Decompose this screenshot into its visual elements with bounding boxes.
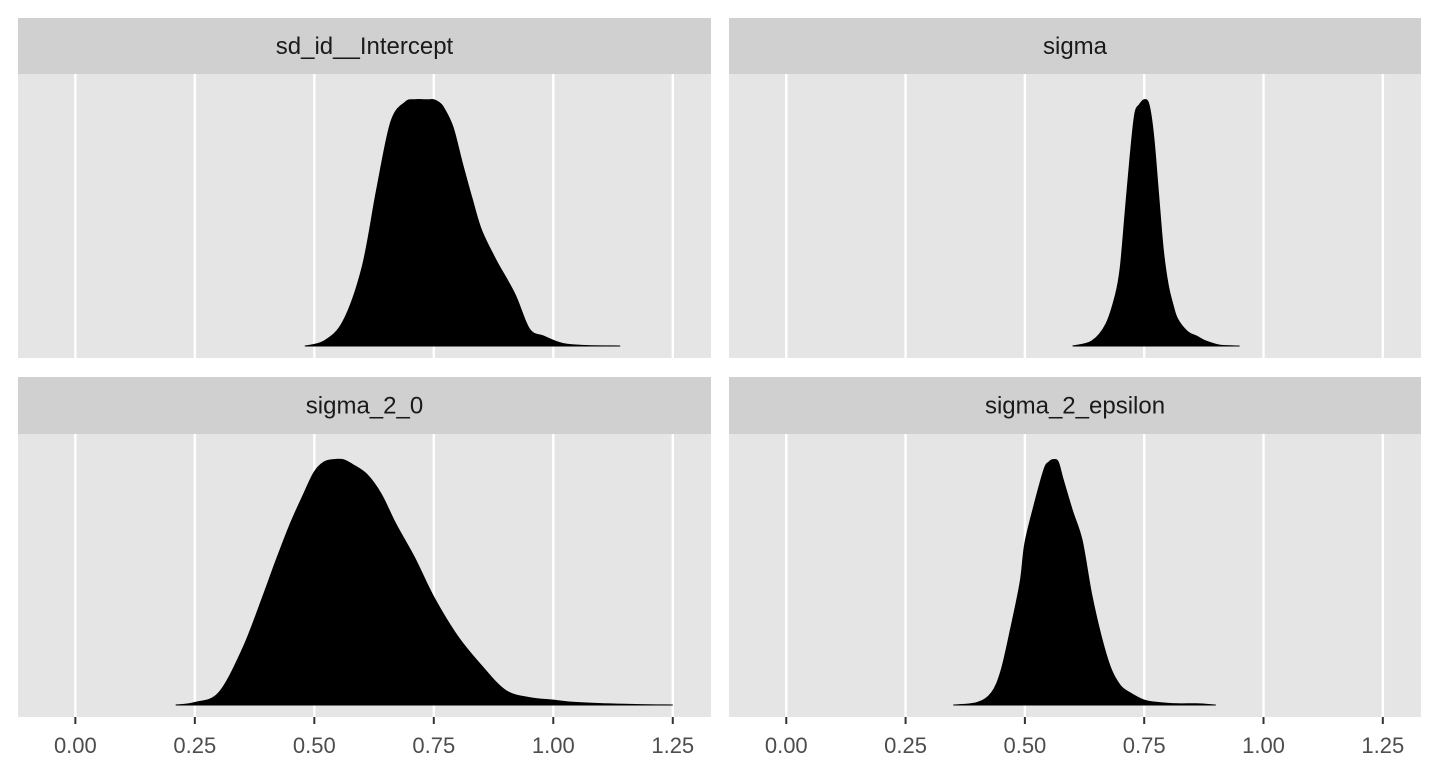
x-tick-label: 0.00 [54,733,97,758]
density-area [175,458,673,706]
strip-background [18,18,711,74]
facet-label: sigma_2_epsilon [985,393,1165,420]
x-tick-label: 1.25 [651,733,694,758]
x-tick-label: 1.25 [1361,733,1404,758]
x-tick-label: 0.75 [1123,733,1166,758]
facet-panel: sd_id__Intercept [18,18,711,358]
panel-background [729,74,1421,358]
facet-label: sd_id__Intercept [276,33,454,60]
facet-panel: sigma_2_0 [18,377,711,717]
x-tick-label: 0.25 [173,733,216,758]
x-tick-label: 0.50 [1003,733,1046,758]
density-area [953,459,1216,706]
x-axis: 0.00 0.25 0.50 0.75 1.00 1.25 [765,717,1404,758]
x-tick-label: 0.50 [293,733,336,758]
facet-label: sigma [1043,33,1108,60]
facet-panel: sigma [729,18,1421,358]
facet-panels: sd_id__Intercept sigma sigma_2_0 sigma_2_ep… [18,18,1421,717]
strip-background [729,377,1421,434]
x-tick-label: 1.00 [532,733,575,758]
x-tick-label: 0.75 [412,733,455,758]
x-tick-label: 0.25 [884,733,927,758]
strip-background [729,18,1421,74]
facet-label: sigma_2_0 [306,393,423,420]
strip-background [18,377,711,434]
x-tick-label: 1.00 [1242,733,1285,758]
density-area [1072,99,1240,347]
density-area [304,99,621,347]
x-axes: 0.00 0.25 0.50 0.75 1.00 1.25 0.00 0.25 0.50 0.75… [54,717,1404,758]
x-axis: 0.00 0.25 0.50 0.75 1.00 1.25 [54,717,694,758]
x-tick-label: 0.00 [765,733,808,758]
facet-panel: sigma_2_epsilon [729,377,1421,717]
